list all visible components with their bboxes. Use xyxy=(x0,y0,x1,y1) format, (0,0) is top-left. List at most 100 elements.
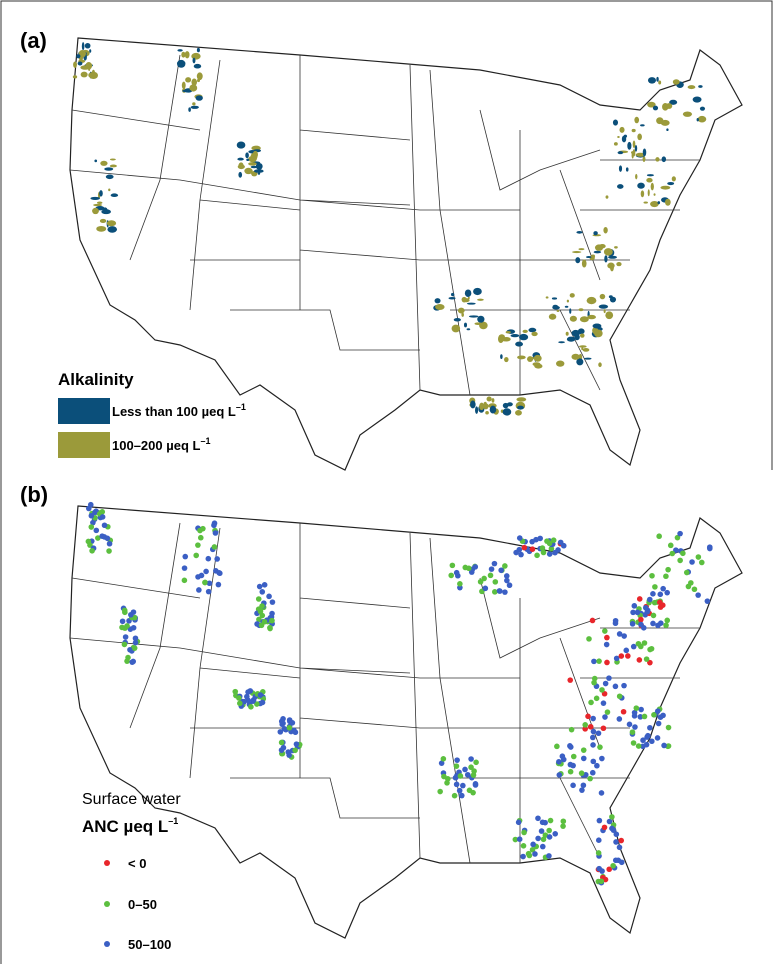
alkalinity-patch xyxy=(190,105,199,109)
site-dot xyxy=(236,695,242,701)
site-dot xyxy=(585,713,591,720)
alkalinity-patch xyxy=(466,328,471,331)
alkalinity-patch xyxy=(587,314,596,320)
alkalinity-patch xyxy=(664,198,671,206)
site-dot xyxy=(582,726,588,732)
site-dot xyxy=(255,596,262,602)
alkalinity-patch xyxy=(582,348,590,352)
site-dot xyxy=(125,654,131,661)
site-dot xyxy=(546,540,553,547)
legend-swatch xyxy=(58,398,110,424)
site-dot xyxy=(488,566,495,572)
alkalinity-patch xyxy=(658,80,662,85)
site-dot xyxy=(198,572,205,579)
site-dot xyxy=(259,699,266,706)
alkalinity-patch xyxy=(182,89,192,93)
site-dot xyxy=(128,611,134,618)
site-dot xyxy=(258,622,265,629)
site-dot xyxy=(542,832,549,838)
site-dot xyxy=(89,547,95,554)
alkalinity-patch xyxy=(627,141,632,150)
alkalinity-patch xyxy=(643,201,648,204)
site-dot xyxy=(513,549,519,556)
alkalinity-patch xyxy=(631,151,635,154)
alkalinity-patch xyxy=(650,201,659,208)
alkalinity-patch xyxy=(196,72,203,81)
site-dot xyxy=(232,688,239,695)
alkalinity-patch xyxy=(656,117,664,125)
alkalinity-patch xyxy=(468,315,479,318)
site-dot xyxy=(645,732,651,739)
site-dot xyxy=(587,723,594,730)
site-dot xyxy=(451,792,458,799)
site-dot xyxy=(457,581,463,587)
alkalinity-patch xyxy=(106,220,117,227)
legend-item: Less than 100 µeq L–1 xyxy=(112,402,246,419)
alkalinity-patch xyxy=(617,151,624,155)
alkalinity-patch xyxy=(500,354,503,359)
site-dot xyxy=(590,728,597,735)
site-dot xyxy=(269,617,275,624)
site-dot xyxy=(629,621,636,627)
site-dot xyxy=(502,589,508,595)
alkalinity-patch xyxy=(656,76,659,82)
alkalinity-patch xyxy=(519,333,529,341)
site-dot xyxy=(259,589,266,595)
site-dot xyxy=(529,546,536,552)
alkalinity-patch xyxy=(475,406,479,414)
site-dot xyxy=(215,581,222,588)
alkalinity-patch xyxy=(96,225,107,232)
site-dot xyxy=(601,824,608,831)
site-dot xyxy=(468,756,474,762)
site-dot xyxy=(631,603,638,609)
site-dot xyxy=(129,659,136,665)
site-dot xyxy=(650,612,657,619)
alkalinity-patch xyxy=(474,322,482,326)
alkalinity-patch xyxy=(610,263,614,272)
site-dot xyxy=(487,572,494,579)
site-dot xyxy=(663,573,669,580)
site-dot xyxy=(292,747,298,754)
alkalinity-patch xyxy=(515,341,523,347)
site-dot xyxy=(655,720,662,727)
site-dot xyxy=(570,753,577,760)
site-dot xyxy=(289,720,296,726)
site-dot xyxy=(643,656,650,662)
alkalinity-patch xyxy=(618,165,623,172)
site-dot xyxy=(491,560,498,567)
alkalinity-patch xyxy=(177,49,183,52)
alkalinity-patch xyxy=(109,164,117,168)
site-dot xyxy=(206,580,213,587)
alkalinity-patch xyxy=(564,305,569,308)
site-dot xyxy=(596,865,602,872)
alkalinity-patch xyxy=(245,152,249,159)
alkalinity-patch xyxy=(237,164,245,170)
site-dot xyxy=(546,834,553,840)
site-dot xyxy=(516,535,523,541)
site-dot xyxy=(606,818,613,825)
site-dot xyxy=(550,537,557,543)
alkalinity-patch xyxy=(556,309,560,312)
site-dot xyxy=(691,586,698,593)
alkalinity-patch xyxy=(96,201,103,204)
alkalinity-patch xyxy=(517,355,526,360)
alkalinity-patch xyxy=(571,251,582,254)
site-dot xyxy=(121,641,128,648)
site-dot xyxy=(598,878,605,885)
alkalinity-patch xyxy=(616,262,622,267)
site-dot xyxy=(520,853,526,860)
site-dot xyxy=(695,554,702,560)
alkalinity-patch xyxy=(81,42,85,51)
alkalinity-areas xyxy=(72,42,707,416)
site-dot xyxy=(604,709,611,715)
site-dot xyxy=(516,836,523,843)
site-dot xyxy=(698,559,705,566)
site-dot xyxy=(650,591,656,597)
site-dot xyxy=(456,787,463,794)
site-dot xyxy=(595,837,602,843)
site-dot xyxy=(99,514,106,520)
site-dot xyxy=(462,766,468,773)
alkalinity-patch xyxy=(434,298,441,304)
site-dot xyxy=(452,774,459,781)
site-dot xyxy=(649,738,655,745)
